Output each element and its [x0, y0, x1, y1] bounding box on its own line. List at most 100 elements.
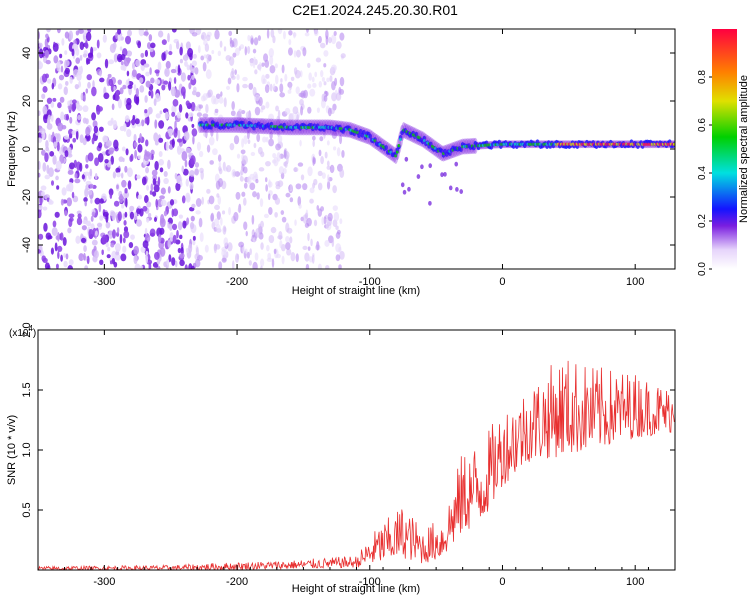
snr-plot-area: [38, 330, 675, 570]
spectrogram-noise-cell: [248, 82, 254, 90]
spectrogram-noise-cell: [115, 94, 120, 102]
spectrogram-noise-cell: [327, 37, 332, 44]
spectrogram-noise-cell: [194, 168, 199, 176]
spectrogram-noise-cell: [99, 198, 104, 204]
spectrogram-noise-cell: [189, 63, 193, 69]
spectrogram-noise-cell: [58, 74, 65, 81]
spectrogram-noise-cell: [335, 225, 339, 230]
spectrogram-noise-cell: [71, 48, 75, 57]
spectrogram-noise-cell: [249, 182, 256, 191]
spectrogram-noise-cell: [131, 69, 137, 78]
spectrogram-noise-cell: [110, 117, 114, 124]
spectrogram-noise-cell: [84, 265, 89, 269]
spectrogram-noise-cell: [121, 204, 125, 209]
snr-xtick-label: -100: [359, 576, 381, 588]
spectrogram-noise-cell: [230, 110, 236, 117]
spectrogram-noise-cell: [306, 256, 310, 262]
spectrogram-noise-cell: [185, 112, 189, 119]
spectrogram-noise-cell: [57, 231, 60, 242]
spectrogram-noise-cell: [202, 93, 208, 101]
spectrogram-noise-cell: [107, 73, 112, 78]
spectrogram-noise-cell: [312, 139, 315, 148]
spectrogram-noise-cell: [44, 262, 50, 269]
spectrogram-noise-cell: [316, 240, 320, 251]
spectrogram-noise-cell: [190, 215, 195, 222]
spectrogram-noise-cell: [244, 248, 248, 254]
spectrogram-noise-cell: [55, 263, 59, 269]
spectrogram-noise-cell: [133, 141, 138, 148]
spectrogram-noise-cell: [89, 183, 94, 189]
spectrogram-noise-cell: [135, 59, 141, 67]
spectrogram-noise-cell: [203, 54, 207, 59]
spectrogram-noise-cell: [169, 223, 173, 231]
spectrogram-noise-cell: [326, 140, 330, 146]
spectrogram-noise-cell: [75, 57, 81, 64]
spectrogram-noise-cell: [176, 229, 179, 239]
spectrogram-noise-cell: [38, 110, 41, 117]
spectrogram-noise-cell: [163, 177, 169, 185]
spectrogram-noise-cell: [158, 150, 163, 157]
spectrogram-noise-cell: [46, 123, 53, 130]
spectrogram-noise-cell: [339, 218, 343, 225]
spectrogram-noise-cell: [68, 213, 75, 218]
spectrogram-noise-cell: [298, 204, 302, 209]
spectrogram-noise-cell: [304, 32, 310, 37]
spectrogram-noise-cell: [41, 149, 46, 156]
spectrogram-noise-cell: [158, 30, 164, 38]
spectrogram-noise-cell: [205, 103, 209, 114]
snr-ytick-label: 1.5: [21, 382, 33, 397]
spectrogram-noise-cell: [182, 91, 186, 100]
spectrogram-noise-cell: [60, 254, 63, 262]
spectrogram-noise-cell: [65, 113, 70, 121]
spectrogram-noise-cell: [57, 122, 64, 132]
spectrogram-noise-cell: [115, 89, 121, 96]
spectrogram-noise-cell: [173, 77, 177, 85]
spectrogram-noise-cell: [336, 229, 341, 235]
ridge-peak-cell: [423, 138, 426, 143]
spectrogram-noise-cell: [333, 211, 340, 222]
spectrogram-noise-cell: [324, 151, 328, 159]
spectrogram-noise-cell: [82, 53, 88, 58]
spectrogram-noise-cell: [258, 167, 265, 172]
spectrogram-noise-cell: [232, 171, 238, 177]
spectrogram-noise-cell: [339, 32, 345, 41]
spectrogram-noise-cell: [154, 79, 161, 85]
spectrogram-noise-cell: [124, 165, 128, 173]
spectrogram-noise-cell: [105, 242, 109, 248]
spectrogram-noise-cell: [136, 219, 142, 227]
spectrogram-noise-cell: [329, 75, 333, 82]
spectrogram-noise-cell: [59, 53, 63, 59]
spectrogram-noise-cell: [146, 42, 152, 49]
spectrogram-noise-cell: [119, 46, 123, 51]
spectrogram-noise-cell: [319, 136, 324, 142]
spectrogram-noise-cell: [57, 102, 62, 109]
spectrogram-noise-cell: [164, 111, 170, 120]
spectrogram-noise-cell: [240, 168, 244, 176]
spectrogram-noise-cell: [119, 233, 123, 244]
spectrogram-noise-cell: [307, 106, 312, 114]
spectrogram-noise-cell: [133, 254, 138, 265]
spectrogram-noise-cell: [286, 227, 293, 234]
spectrogram-noise-cell: [66, 184, 71, 192]
spectrogram-noise-cell: [48, 198, 52, 204]
spectrogram-ylabel: Frequency (Hz): [6, 111, 18, 187]
spectrogram-noise-cell: [302, 183, 308, 191]
spectrogram-noise-cell: [96, 39, 100, 49]
spectrogram-noise-cell: [87, 152, 94, 162]
spectrogram-noise-cell: [307, 83, 312, 89]
ridge-peak-cell: [397, 144, 401, 148]
ridge-core-cell: [384, 145, 389, 151]
spectrogram-noise-cell: [152, 191, 157, 197]
spectrogram-noise-cell: [236, 253, 240, 260]
spectrogram-noise-cell: [158, 137, 164, 143]
spectrogram-noise-cell: [266, 29, 270, 39]
spectrogram-noise-cell: [175, 260, 178, 268]
spectrogram-noise-cell: [150, 183, 154, 192]
spectrogram-noise-cell: [148, 34, 153, 42]
spectrogram-noise-cell: [200, 170, 204, 180]
spectrogram-noise-cell: [125, 197, 128, 208]
spectrogram-noise-cell: [190, 67, 196, 74]
spectrogram-noise-cell: [194, 106, 198, 112]
spectrogram-noise-cell: [272, 152, 277, 159]
spectrogram-noise-cell: [63, 135, 70, 140]
